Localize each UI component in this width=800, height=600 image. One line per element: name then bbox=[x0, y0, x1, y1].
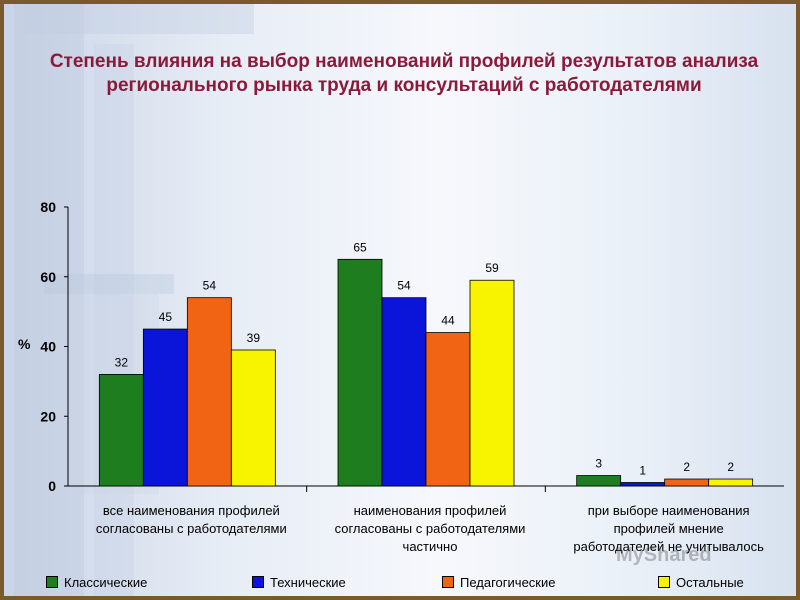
bar-3-4 bbox=[708, 478, 754, 487]
data-label: 44 bbox=[441, 314, 455, 328]
legend-swatch bbox=[442, 576, 454, 588]
bar-1-4 bbox=[230, 349, 276, 487]
data-label: 3 bbox=[595, 457, 602, 471]
bar-2-4 bbox=[469, 279, 515, 487]
data-label: 59 bbox=[485, 261, 499, 275]
x-category-label: наименования профилей согласованы с работ… bbox=[310, 502, 550, 556]
y-tick-label: 60 bbox=[40, 269, 56, 285]
bar-3-1 bbox=[576, 475, 622, 487]
legend-item: Классические bbox=[46, 574, 147, 592]
y-tick-label: 0 bbox=[48, 478, 56, 494]
bar-3-3 bbox=[664, 478, 710, 487]
x-category-label-line: частично bbox=[402, 539, 458, 554]
bar-1-2 bbox=[142, 328, 188, 487]
legend-swatch bbox=[658, 576, 670, 588]
x-category-label-line: согласованы с работодателями bbox=[95, 521, 287, 536]
legend-item: Остальные bbox=[658, 574, 744, 592]
slide-title: Степень влияния на выбор наименований пр… bbox=[49, 51, 759, 96]
bar-2-3 bbox=[425, 332, 471, 487]
x-category-label-line: профилей мнение bbox=[613, 521, 724, 536]
bar-3-2 bbox=[620, 482, 666, 487]
data-label: 2 bbox=[683, 460, 690, 474]
bar-1-3 bbox=[186, 297, 232, 487]
data-label: 54 bbox=[203, 279, 217, 293]
legend-label: Педагогические bbox=[460, 575, 556, 590]
legend-swatch bbox=[46, 576, 58, 588]
data-label: 65 bbox=[353, 240, 367, 254]
data-label: 39 bbox=[247, 331, 261, 345]
y-tick-label: 20 bbox=[40, 408, 56, 424]
legend-label: Остальные bbox=[676, 575, 744, 590]
y-axis-label: % bbox=[18, 336, 31, 352]
x-category-label-line: при выборе наименования bbox=[587, 503, 750, 518]
bar-2-2 bbox=[381, 297, 427, 487]
y-tick-label: 40 bbox=[40, 339, 56, 355]
y-tick-label: 80 bbox=[40, 199, 56, 215]
x-category-label-line: все наименования профилей bbox=[102, 503, 280, 518]
data-label: 1 bbox=[639, 464, 646, 478]
x-category-label-line: работодателей не учитывалось bbox=[573, 539, 764, 554]
x-category-label-line: согласованы с работодателями bbox=[334, 521, 526, 536]
legend-label: Технические bbox=[270, 575, 346, 590]
x-category-label-line: наименования профилей bbox=[353, 503, 507, 518]
legend-item: Педагогические bbox=[442, 574, 555, 592]
legend: Классические Технические Педагогические Ост… bbox=[34, 574, 794, 594]
legend-swatch bbox=[252, 576, 264, 588]
x-category-label: все наименования профилей согласованы с р… bbox=[71, 502, 311, 538]
watermark: MyShared bbox=[616, 544, 712, 566]
bar-1-1 bbox=[98, 373, 144, 487]
data-label: 2 bbox=[727, 460, 734, 474]
data-label: 54 bbox=[397, 279, 411, 293]
bar-2-1 bbox=[337, 258, 383, 487]
x-category-label: при выборе наименования профилей мнение ра… bbox=[549, 502, 789, 556]
legend-label: Классические bbox=[64, 575, 148, 590]
bar-chart: 0 20 40 60 80 32 45 54 39 65 54 44 59 3 1 2 2 bbox=[40, 199, 784, 494]
data-label: 32 bbox=[115, 355, 129, 369]
legend-item: Технические bbox=[252, 574, 346, 592]
data-label: 45 bbox=[159, 310, 173, 324]
